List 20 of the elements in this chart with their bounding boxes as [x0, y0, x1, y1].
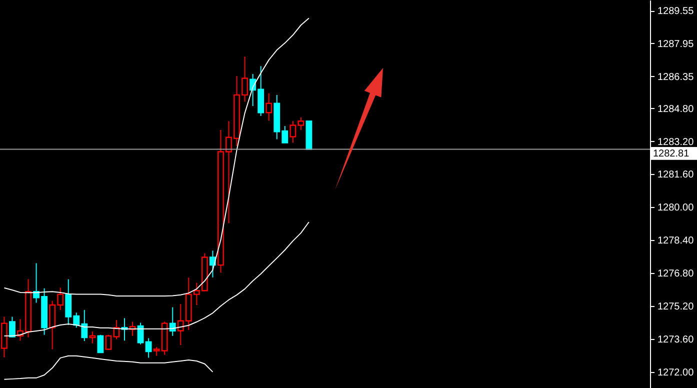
y-tick-label: 1287.95: [658, 38, 694, 50]
y-tick-label: 1278.40: [658, 236, 694, 247]
y-tick-label: 1272.00: [658, 367, 694, 378]
line-series: [4, 355, 214, 380]
y-tick-label: 1275.20: [658, 302, 694, 313]
y-tick-label: 1289.55: [658, 6, 694, 18]
candlestick: [266, 92, 272, 122]
candlestick: [89, 331, 96, 344]
y-tick-label: 1286.35: [658, 72, 694, 83]
candlestick: [169, 306, 176, 336]
y-tick-label: 1276.80: [658, 268, 694, 280]
ref-line-label: 1282.81: [653, 148, 690, 160]
candlestick: [9, 316, 16, 338]
y-tick-label: 1280.00: [658, 202, 694, 214]
candlestick: [97, 334, 104, 354]
y-tick-label: 1273.60: [658, 334, 694, 346]
candlestick: [105, 334, 112, 350]
y-tick-label: 1284.80: [658, 104, 694, 115]
y-tick-label: 1283.20: [658, 136, 694, 148]
y-tick-label: 1281.60: [658, 170, 694, 181]
